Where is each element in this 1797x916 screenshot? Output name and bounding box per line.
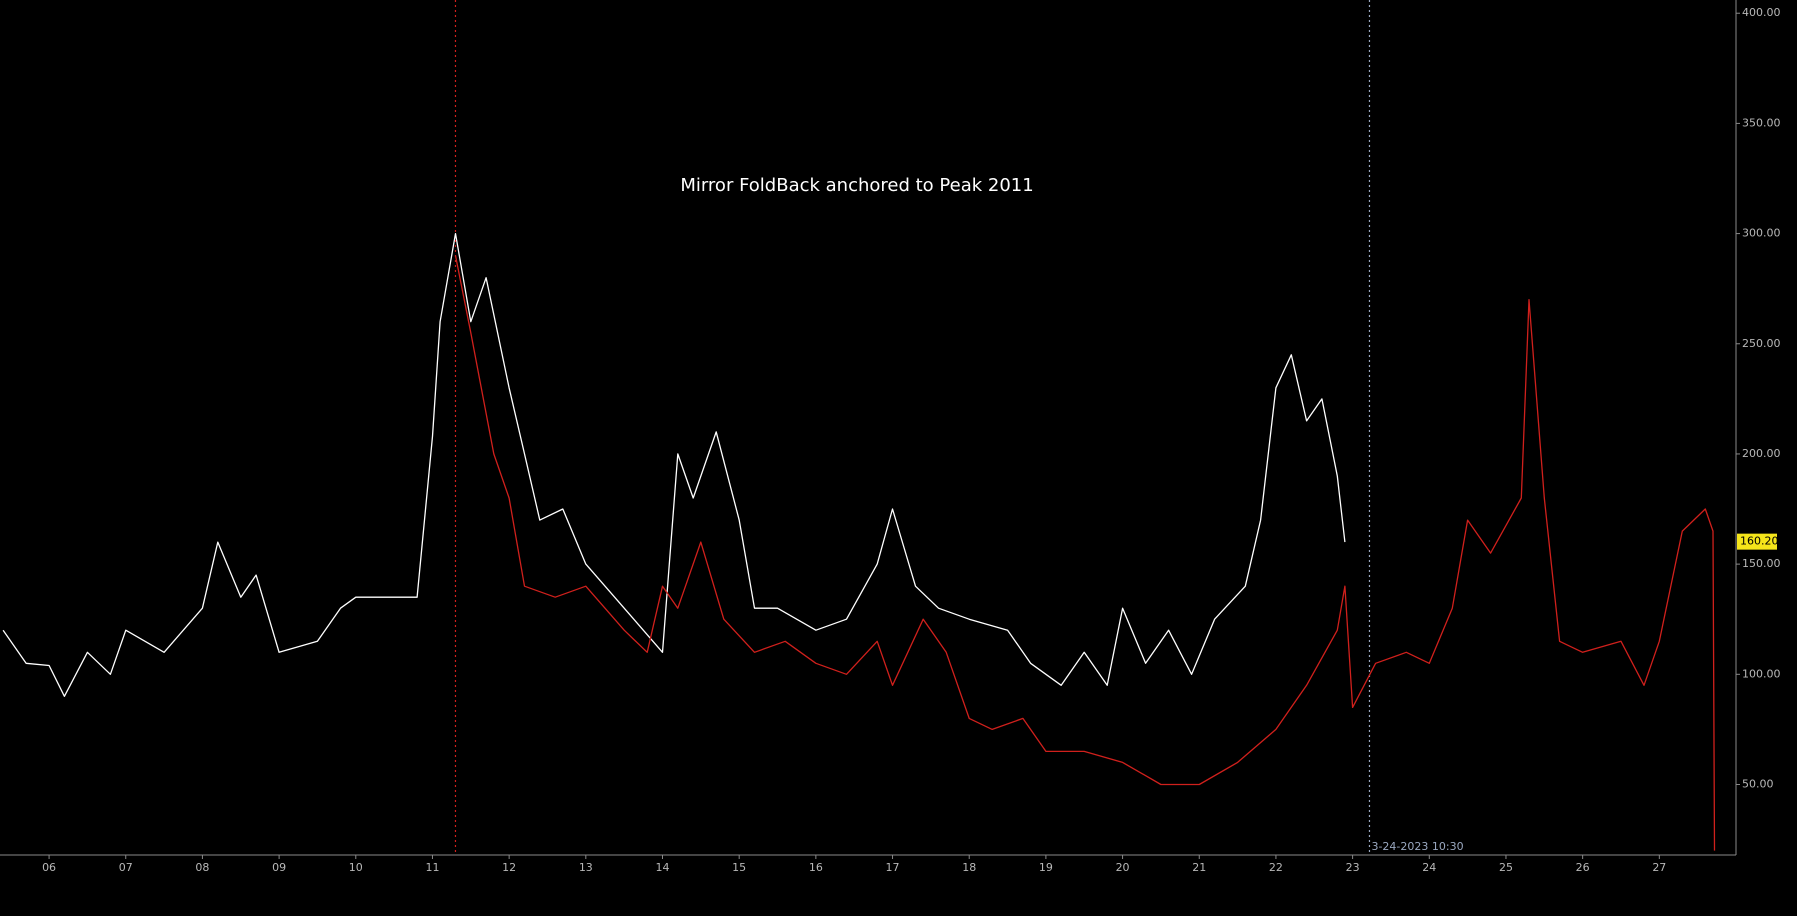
- x-tick-label: 21: [1192, 861, 1206, 874]
- x-tick-label: 09: [272, 861, 286, 874]
- x-tick-label: 20: [1116, 861, 1130, 874]
- chart-title: Mirror FoldBack anchored to Peak 2011: [680, 175, 1033, 196]
- x-tick-label: 27: [1652, 861, 1666, 874]
- y-tick-label: 50.00: [1742, 777, 1774, 790]
- y-tick-label: 150.00: [1742, 557, 1781, 570]
- series-line: [2, 232, 1346, 697]
- last-price-label: 160.20: [1740, 535, 1779, 548]
- y-tick-label: 400.00: [1742, 6, 1781, 19]
- x-tick-label: 10: [349, 861, 363, 874]
- x-tick-label: 06: [42, 861, 56, 874]
- last-price-box: [1737, 533, 1777, 550]
- x-tick-label: 22: [1269, 861, 1283, 874]
- y-tick-label: 350.00: [1742, 116, 1781, 129]
- x-tick-label: 26: [1576, 861, 1590, 874]
- x-tick-label: 16: [809, 861, 823, 874]
- x-tick-label: 12: [502, 861, 516, 874]
- x-tick-label: 17: [886, 861, 900, 874]
- x-tick-label: 18: [962, 861, 976, 874]
- x-tick-label: 07: [119, 861, 133, 874]
- x-tick-label: 15: [732, 861, 746, 874]
- y-tick-label: 100.00: [1742, 667, 1781, 680]
- x-tick-label: 23: [1346, 861, 1360, 874]
- x-tick-label: 08: [195, 861, 209, 874]
- x-tick-label: 11: [425, 861, 439, 874]
- y-tick-label: 250.00: [1742, 337, 1781, 350]
- x-tick-label: 14: [656, 861, 670, 874]
- marker-label: 3-24-2023 10:30: [1371, 840, 1463, 853]
- x-tick-label: 24: [1422, 861, 1436, 874]
- y-tick-label: 300.00: [1742, 227, 1781, 240]
- x-tick-label: 13: [579, 861, 593, 874]
- x-tick-label: 19: [1039, 861, 1053, 874]
- x-tick-label: 25: [1499, 861, 1513, 874]
- y-tick-label: 200.00: [1742, 447, 1781, 460]
- series-line: [454, 255, 1716, 851]
